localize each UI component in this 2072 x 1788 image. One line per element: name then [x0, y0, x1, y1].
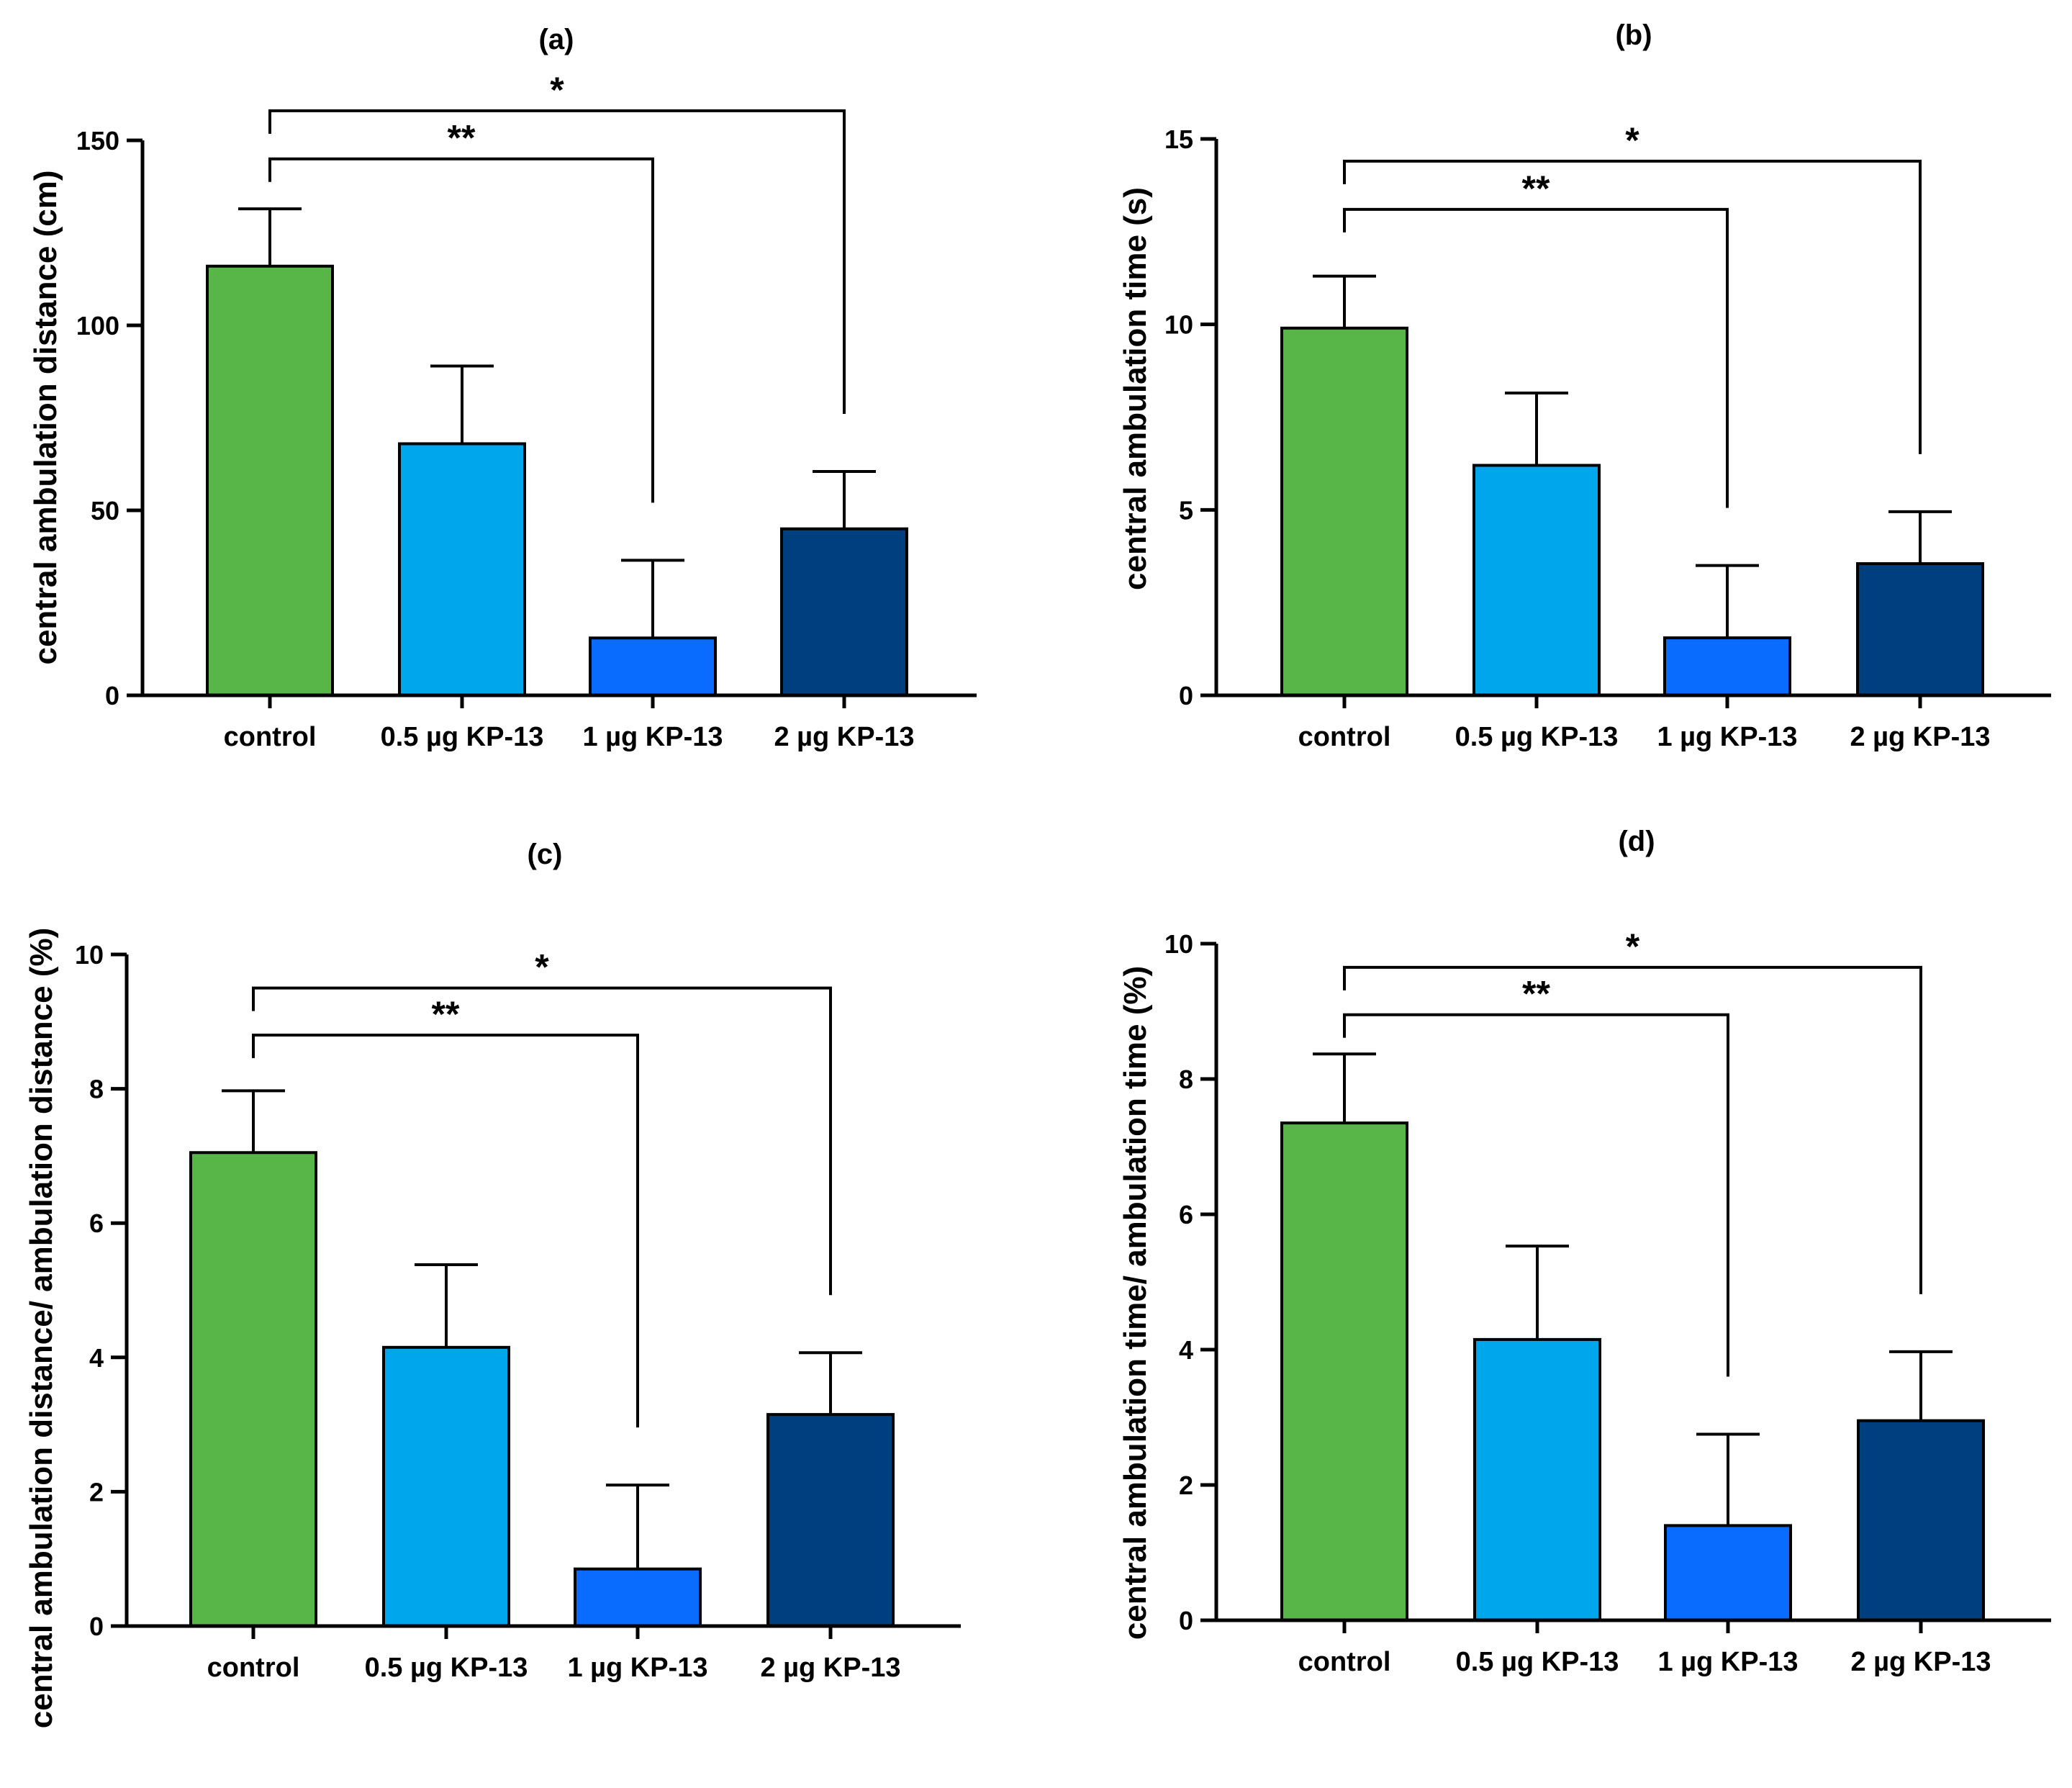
bar-2 [574, 1567, 702, 1628]
x-tick-label-0: control [207, 1653, 300, 1683]
panel-title: (b) [1615, 19, 1652, 51]
y-tick-label-0: 0 [89, 1612, 104, 1641]
x-tick-label-2: 1 µg KP-13 [567, 1653, 707, 1683]
significance-bracket-1 [1343, 965, 1922, 1294]
x-tick-label-0: control [224, 722, 317, 752]
significance-label-0: ** [1522, 974, 1550, 1014]
panel-d: (d) central ambulation time/ ambulation … [1118, 826, 2051, 1677]
y-tick-label-0: 0 [105, 681, 119, 710]
significance-label-1: * [1625, 120, 1639, 161]
y-axis-label: central ambulation distance/ ambulation … [24, 928, 59, 1728]
bar-2 [1663, 636, 1791, 697]
x-tick-label-1: 0.5 µg KP-13 [365, 1653, 528, 1683]
y-tick-label-2: 100 [76, 311, 119, 340]
x-tick-label-2: 1 µg KP-13 [1657, 1647, 1798, 1677]
bar-1 [1473, 1337, 1601, 1622]
significance-bracket-0 [268, 157, 654, 503]
y-axis-label: central ambulation time/ ambulation time… [1118, 966, 1153, 1640]
x-tick-label-3: 2 µg KP-13 [1850, 1647, 1991, 1677]
bar-1 [382, 1345, 510, 1628]
x-tick-label-2: 1 µg KP-13 [582, 722, 723, 752]
x-tick-label-3: 2 µg KP-13 [1850, 722, 1990, 752]
y-tick-label-3: 150 [76, 126, 119, 155]
panel-title: (d) [1618, 826, 1655, 857]
bar-3 [1856, 562, 1984, 697]
y-tick-label-1: 2 [1179, 1471, 1193, 1500]
x-tick-label-3: 2 µg KP-13 [760, 1653, 900, 1683]
significance-label-1: * [535, 947, 549, 988]
y-tick-label-4: 8 [89, 1075, 104, 1104]
y-tick-label-3: 6 [1179, 1200, 1193, 1229]
significance-bracket-1 [268, 109, 846, 415]
y-axis-label: central ambulation distance (cm) [28, 170, 63, 664]
bar-1 [398, 442, 526, 697]
y-tick-label-5: 10 [1164, 929, 1193, 959]
bar-0 [1280, 1121, 1408, 1622]
x-tick-label-0: control [1298, 1647, 1391, 1677]
y-tick-label-1: 5 [1179, 495, 1193, 525]
bar-3 [780, 527, 908, 697]
bar-0 [189, 1151, 317, 1627]
y-tick-label-4: 8 [1179, 1065, 1193, 1094]
significance-label-1: * [1626, 926, 1640, 967]
x-tick-label-1: 0.5 µg KP-13 [1455, 722, 1619, 752]
x-tick-label-3: 2 µg KP-13 [774, 722, 914, 752]
y-tick-label-5: 10 [75, 940, 104, 970]
y-tick-label-2: 10 [1164, 310, 1193, 340]
significance-bracket-1 [252, 986, 832, 1296]
panel-b: (b) central ambulation time (s) control 0… [1118, 19, 2051, 752]
bar-2 [589, 636, 717, 697]
x-tick-label-0: control [1298, 722, 1391, 752]
panel-a: (a) central ambulation distance (cm) con… [28, 24, 977, 752]
significance-bracket-0 [1343, 1013, 1729, 1377]
significance-bracket-0 [1343, 207, 1729, 508]
bar-2 [1664, 1524, 1792, 1622]
bar-3 [1857, 1419, 1985, 1622]
y-tick-label-1: 2 [89, 1477, 104, 1507]
y-tick-label-0: 0 [1179, 681, 1193, 710]
y-tick-label-0: 0 [1179, 1606, 1193, 1635]
significance-label-1: * [550, 70, 564, 110]
bar-3 [766, 1413, 895, 1627]
panel-c: (c) central ambulation distance/ ambulat… [24, 839, 961, 1728]
x-tick-label-1: 0.5 µg KP-13 [381, 722, 544, 752]
y-tick-label-1: 50 [91, 496, 119, 525]
bar-0 [206, 264, 334, 697]
significance-label-0: ** [448, 118, 476, 158]
x-tick-label-2: 1 µg KP-13 [1657, 722, 1797, 752]
significance-bracket-0 [252, 1033, 639, 1428]
y-tick-label-2: 4 [89, 1343, 104, 1373]
bar-0 [1280, 326, 1408, 697]
bar-1 [1472, 464, 1601, 697]
significance-label-0: ** [432, 994, 460, 1034]
y-tick-label-3: 6 [89, 1209, 104, 1238]
significance-label-0: ** [1522, 168, 1550, 209]
significance-bracket-1 [1343, 159, 1922, 454]
y-axis-label: central ambulation time (s) [1118, 187, 1153, 590]
panel-title: (c) [528, 839, 563, 870]
y-tick-label-3: 15 [1164, 125, 1193, 154]
y-tick-label-2: 4 [1179, 1335, 1193, 1365]
panel-title: (a) [539, 24, 574, 55]
x-tick-label-1: 0.5 µg KP-13 [1456, 1647, 1619, 1677]
